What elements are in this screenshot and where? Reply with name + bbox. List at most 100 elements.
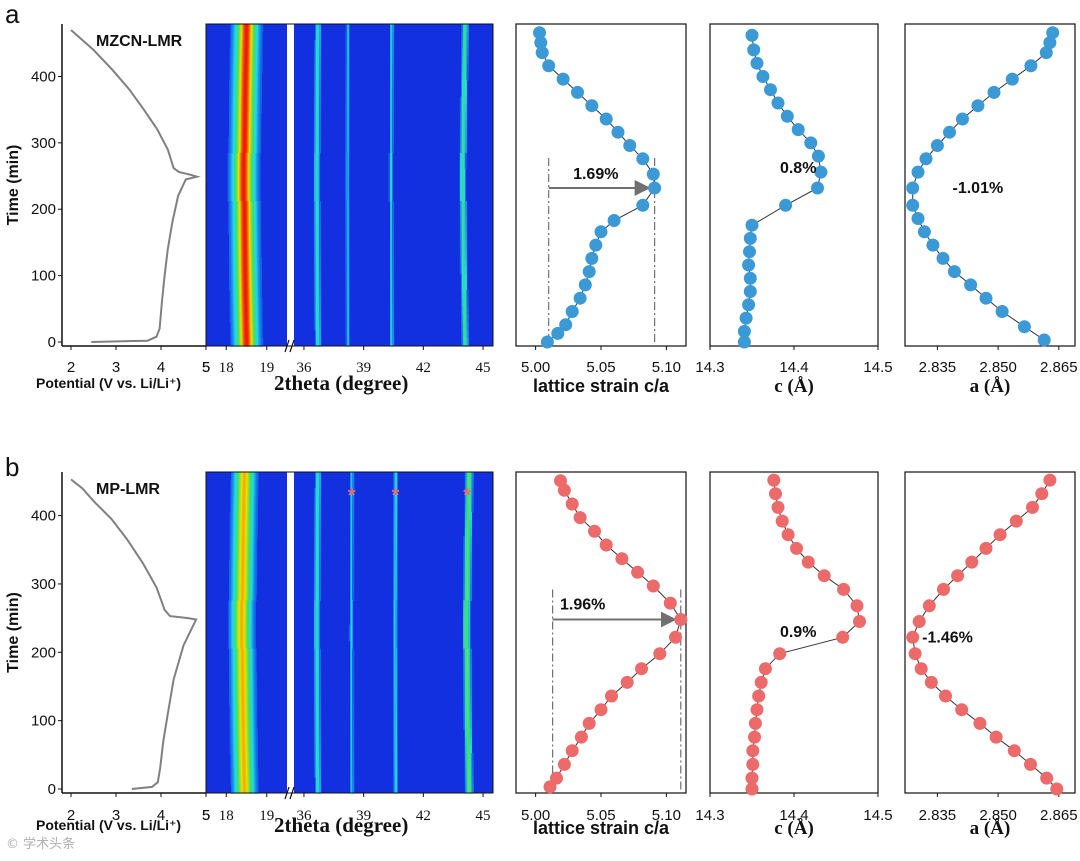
heatmap-cell	[461, 168, 464, 178]
heatmap-cell	[245, 281, 248, 291]
heatmap-cell	[466, 552, 469, 561]
heatmap-cell	[240, 720, 242, 730]
heatmap-cell	[248, 24, 250, 33]
heatmap-cell	[244, 624, 246, 634]
heatmap-cell	[253, 32, 255, 41]
heatmap-cell	[463, 273, 466, 283]
heatmap-cell	[237, 305, 239, 315]
heatmap-cell	[247, 512, 249, 521]
heatmap-cell	[235, 592, 237, 602]
heatmap-cell	[313, 568, 317, 577]
heatmap-cell	[256, 185, 258, 194]
heatmap-cell	[254, 504, 256, 513]
heatmap-cell	[241, 760, 243, 770]
heatmap-cell	[240, 616, 242, 626]
heatmap-cell	[233, 656, 235, 666]
heatmap-cell	[249, 624, 251, 634]
heatmap-cell	[239, 784, 241, 794]
heatmap-cell	[242, 776, 244, 786]
heatmap-cell	[243, 144, 246, 154]
heatmap-cell	[241, 241, 244, 250]
heatmap-cell	[231, 329, 233, 339]
heatmap-cell	[229, 305, 231, 315]
heatmap-cell	[254, 225, 256, 234]
strain-point	[663, 596, 677, 610]
heatmap-cell	[237, 257, 239, 267]
heatmap-cell	[350, 776, 353, 786]
heatmap-cell	[260, 72, 262, 81]
heatmap-cell	[247, 321, 249, 331]
heatmap-cell	[232, 784, 234, 794]
heatmap-cell	[253, 728, 255, 738]
heatmap-cell	[468, 600, 471, 610]
heatmap-cell	[347, 112, 350, 122]
heatmap-cell	[241, 273, 243, 283]
heatmap-cell	[257, 249, 259, 259]
heatmap-cell	[239, 680, 241, 690]
heatmap-cell	[256, 56, 258, 65]
heatmap-cell	[257, 321, 259, 331]
heatmap-cell	[243, 64, 245, 73]
heatmap-cell	[255, 297, 258, 307]
heatmap-cell	[252, 512, 254, 521]
heatmap-cell	[318, 784, 322, 794]
heatmap-cell	[253, 152, 256, 162]
c_axis-point	[748, 730, 761, 744]
heatmap-cell	[350, 672, 353, 682]
heatmap-cell	[241, 672, 244, 682]
heatmap-cell	[253, 776, 255, 786]
heatmap-cell	[253, 305, 256, 315]
heatmap-cell	[315, 257, 318, 267]
heatmap-cell	[245, 160, 248, 170]
heatmap-cell	[235, 265, 237, 275]
heatmap-cell	[236, 265, 238, 275]
heatmap-cell	[232, 616, 234, 626]
heatmap-cell	[243, 313, 246, 323]
heatmap-cell	[237, 768, 239, 778]
heatmap-cell	[257, 257, 259, 267]
strain-x-tick-label: 5.10	[652, 359, 681, 376]
heatmap-cell	[245, 120, 248, 130]
heatmap-cell	[347, 185, 350, 194]
heatmap-cell	[249, 696, 252, 706]
heatmap-cell	[459, 168, 463, 178]
heatmap-cell	[317, 496, 320, 505]
heatmap-cell	[239, 776, 241, 786]
heatmap-cell	[253, 72, 256, 81]
heatmap-cell	[236, 32, 238, 41]
heatmap-cell	[317, 488, 320, 497]
heatmap-cell	[390, 217, 393, 226]
heatmap-cell	[255, 225, 257, 234]
heatmap-cell	[249, 64, 251, 73]
heatmap-cell	[252, 584, 254, 593]
heatmap-cell	[240, 536, 242, 545]
heatmap-cell	[248, 568, 250, 577]
heatmap-cell	[249, 776, 251, 786]
heatmap-cell	[350, 600, 353, 610]
heatmap-cell	[249, 217, 252, 226]
heatmap-cell	[241, 552, 243, 561]
heatmap-cell	[241, 752, 244, 762]
heatmap-cell	[251, 616, 253, 626]
heatmap-cell	[466, 337, 469, 347]
heatmap-cell	[229, 648, 231, 658]
heatmap-cell	[315, 313, 318, 323]
heatmap-cell	[388, 168, 391, 178]
heatmap-cell	[235, 88, 237, 98]
heatmap-cell	[233, 297, 235, 307]
heatmap-cell	[249, 281, 251, 291]
heatmap-cell	[241, 704, 244, 714]
heatmap-cell	[228, 225, 231, 234]
heatmap-cell	[233, 592, 235, 602]
heatmap-cell	[245, 64, 248, 73]
heatmap-cell	[251, 520, 254, 529]
heatmap-cell	[252, 305, 254, 315]
heatmap-cell	[260, 48, 262, 57]
heatmap-cell	[313, 225, 317, 234]
heatmap-cell	[253, 552, 256, 561]
heatmap-cell	[352, 672, 355, 682]
heatmap-cell	[254, 337, 256, 347]
heatmap-cell	[315, 337, 318, 347]
heatmap-cell	[232, 64, 234, 73]
heatmap-cell	[254, 88, 256, 98]
